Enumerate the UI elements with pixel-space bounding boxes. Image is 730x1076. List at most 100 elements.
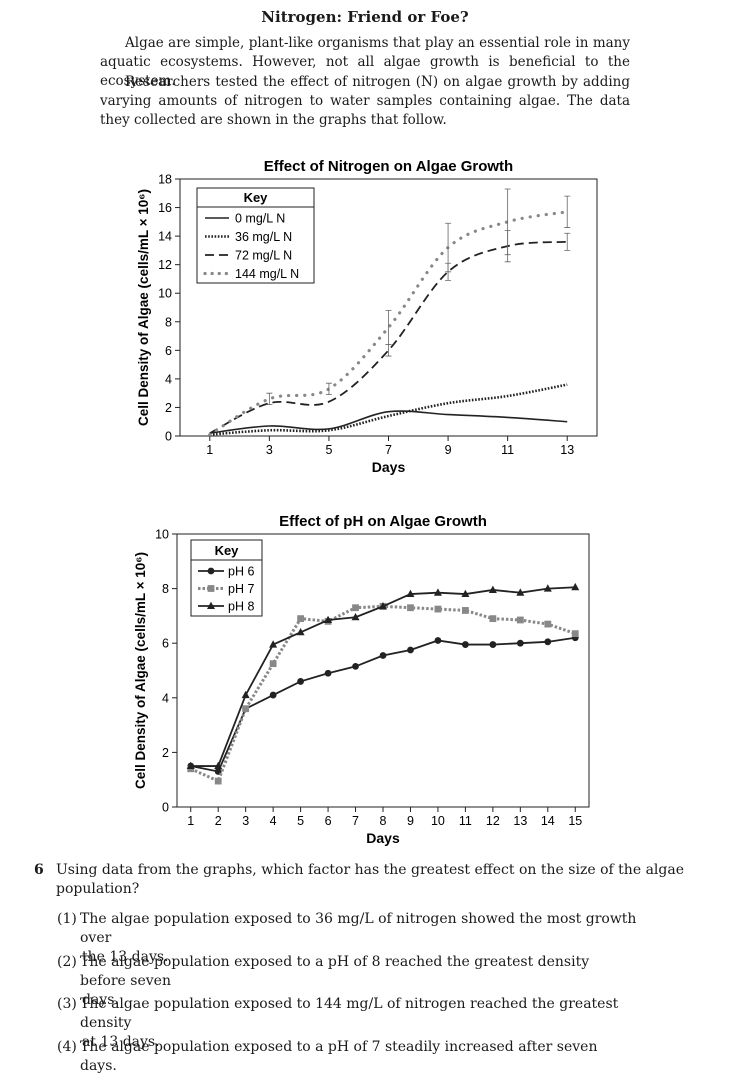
data-point-2 [434, 605, 442, 613]
series-line-2 [190, 604, 576, 784]
series-line-4 [208, 210, 569, 437]
legend-box [196, 187, 315, 284]
data-point-3 [433, 588, 442, 596]
legend-marker-1 [207, 567, 215, 575]
option-text-line: at 13 days. [82, 1034, 160, 1050]
data-point-1 [407, 646, 414, 654]
y-tick-label: 18 [158, 173, 172, 187]
legend-label-2: 36 mg/L N [235, 230, 292, 244]
x-tick-label: 3 [242, 814, 249, 828]
series-line-2 [209, 383, 568, 436]
data-point-2 [242, 705, 250, 713]
y-tick-label: 16 [158, 201, 172, 215]
data-point-3 [241, 690, 250, 699]
data-point-1 [462, 641, 469, 648]
data-point-1 [489, 641, 497, 648]
data-point-1 [324, 669, 332, 677]
legend: Key 0 mg/L N 36 mg/L N 72 mg/L N 144 mg/L N [196, 187, 315, 284]
option-text-line: The algae population exposed to 36 mg/L … [80, 911, 637, 946]
data-point-3 [351, 612, 360, 621]
option-text-line: the 13 days. [82, 949, 169, 965]
data-point-1 [297, 678, 304, 685]
answer-option-4[interactable]: (4) The algae population exposed to a pH… [57, 1038, 637, 1076]
error-bar [564, 195, 571, 228]
data-point-3 [516, 588, 525, 596]
data-point-2 [352, 604, 359, 612]
legend-box [190, 539, 263, 617]
data-point-1 [352, 663, 359, 670]
option-number: (3) [57, 996, 77, 1012]
x-tick-label: 12 [486, 814, 500, 828]
data-point-3 [214, 761, 223, 770]
question-number: 6 [34, 862, 44, 878]
x-tick-label: 5 [297, 814, 304, 828]
option-text-line: The algae population exposed to a pH of … [80, 954, 590, 989]
data-point-3 [543, 584, 552, 592]
legend-label-2: pH 7 [228, 582, 254, 596]
intro-paragraph: Algae are simple, plant-like organisms t… [100, 35, 630, 89]
data-point-1 [516, 639, 524, 647]
error-bar [266, 392, 273, 405]
data-point-3 [461, 589, 470, 598]
data-point-1 [544, 638, 552, 646]
x-tick-label: 9 [445, 443, 452, 457]
chart-title: Effect of pH on Algae Growth [279, 513, 487, 530]
error-bar [564, 232, 571, 251]
x-tick-label: 1 [206, 443, 213, 457]
x-tick-label: 13 [560, 443, 574, 457]
legend-title: Key [244, 190, 269, 205]
error-bar [445, 222, 452, 273]
chart-title: Effect of Nitrogen on Algae Growth [264, 158, 513, 175]
x-tick-label: 5 [325, 443, 332, 457]
legend-label-4: 144 mg/L N [235, 267, 299, 281]
answer-option-2[interactable]: (2) The algae population exposed to a pH… [57, 953, 637, 1010]
x-tick-label: 7 [352, 814, 359, 828]
data-point-2 [269, 660, 277, 668]
data-point-3 [186, 761, 195, 770]
y-tick-label: 6 [162, 637, 169, 651]
question-6: 6 Using data from the graphs, which fact… [34, 861, 684, 899]
x-tick-label: 11 [501, 443, 514, 457]
option-text-line: The algae population exposed to 144 mg/L… [80, 996, 619, 1031]
page-title: Nitrogen: Friend or Foe? [261, 8, 469, 26]
y-tick-label: 8 [162, 582, 169, 596]
data-point-2 [489, 615, 497, 623]
answer-option-3[interactable]: (3) The algae population exposed to 144 … [57, 995, 637, 1052]
data-point-3 [571, 582, 580, 591]
legend-label-1: 0 mg/L N [235, 212, 285, 226]
x-tick-label: 9 [407, 814, 414, 828]
x-tick-label: 3 [266, 443, 273, 457]
y-tick-label: 8 [165, 315, 172, 329]
x-tick-label: 15 [568, 814, 582, 828]
option-number: (1) [57, 911, 77, 927]
legend: Key pH 6 pH 7 pH 8 [190, 539, 263, 617]
option-text-line: The algae population exposed to a pH of … [80, 1039, 598, 1074]
legend-marker-3 [207, 601, 215, 609]
error-bar [385, 309, 392, 346]
data-point-1 [434, 637, 442, 644]
option-number: (2) [57, 954, 77, 970]
option-number: (4) [57, 1039, 77, 1055]
data-point-2 [544, 620, 552, 628]
data-point-3 [269, 640, 278, 648]
question-text: Using data from the graphs, which factor… [56, 862, 684, 897]
legend-title: Key [215, 543, 240, 558]
y-tick-label: 12 [158, 258, 172, 272]
x-axis-label: Days [366, 830, 400, 846]
data-point-2 [571, 630, 579, 638]
answer-option-1[interactable]: (1) The algae population exposed to 36 m… [57, 910, 637, 967]
data-point-3 [406, 589, 415, 598]
data-point-1 [379, 652, 387, 659]
data-point-2 [516, 616, 524, 624]
methods-paragraph: Researchers tested the effect of nitroge… [100, 74, 630, 128]
x-axis-label: Days [372, 459, 406, 475]
data-point-2 [407, 604, 414, 612]
data-point-1 [269, 691, 277, 699]
y-tick-label: 6 [165, 344, 172, 358]
data-point-3 [324, 615, 333, 623]
y-axis-label: Cell Density of Algae (cells/mL × 10⁶) [133, 552, 148, 789]
y-tick-label: 0 [162, 801, 169, 815]
series-line-1 [209, 410, 568, 434]
x-tick-label: 1 [187, 814, 194, 828]
